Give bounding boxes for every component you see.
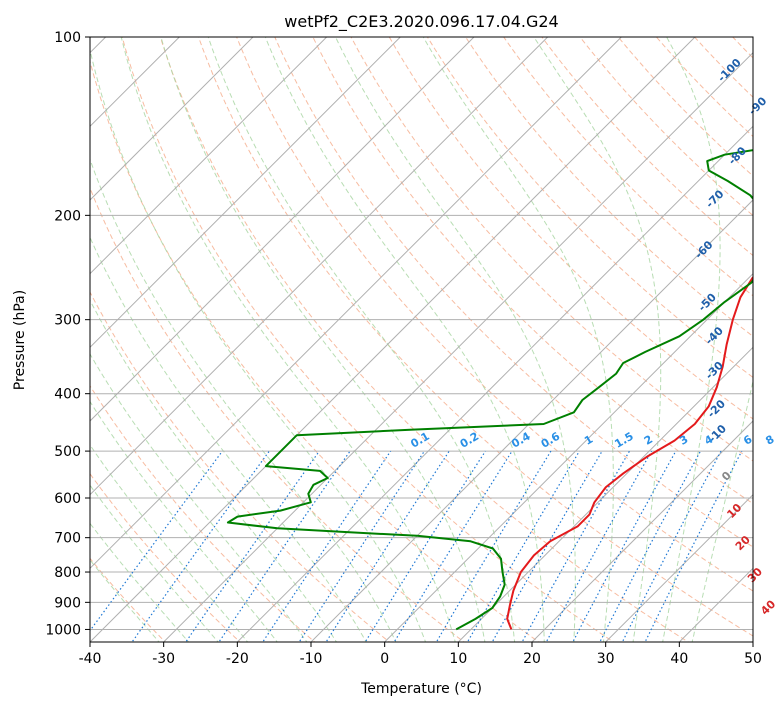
isotherm-line xyxy=(310,199,753,642)
dry-adiabat-line xyxy=(426,37,753,379)
moist-adiabat-line xyxy=(90,353,308,642)
y-tick-label: 1000 xyxy=(45,622,81,638)
isotherm-line xyxy=(163,51,753,642)
y-axis-label: Pressure (hPa) xyxy=(12,290,28,390)
isotherm-line xyxy=(531,420,753,642)
mixing-ratio-line xyxy=(185,450,320,642)
y-tick-label: 600 xyxy=(54,491,81,507)
x-axis-label: Temperature (°C) xyxy=(360,681,482,697)
mixing-ratio-line xyxy=(262,450,392,642)
y-tick-label: 500 xyxy=(54,444,81,460)
sounding-series xyxy=(226,149,753,631)
mixing-ratio-line xyxy=(393,450,513,642)
x-tick-label: 10 xyxy=(449,651,467,667)
isotherm-line xyxy=(90,37,696,642)
isotherm-line xyxy=(90,37,254,201)
mixing-ratio-line xyxy=(298,450,425,642)
y-tick-label: 100 xyxy=(54,30,81,46)
dewpoint-line xyxy=(226,149,753,631)
x-tick-label: -20 xyxy=(226,651,249,667)
dry-adiabat-line xyxy=(197,37,753,637)
mixing-ratio-line xyxy=(90,450,223,632)
moist-adiabat-line xyxy=(90,158,397,642)
mixing-ratio-line xyxy=(218,450,351,642)
x-tick-label: 20 xyxy=(523,651,541,667)
isotherm-line xyxy=(236,125,753,642)
y-axis-ticks: 100 200 300 400 500 600 700 800 900 1000 xyxy=(45,30,90,638)
y-tick-label: 700 xyxy=(54,531,81,547)
x-tick-label: -10 xyxy=(300,651,323,667)
x-tick-label: 30 xyxy=(597,651,615,667)
mixing-ratio-line xyxy=(572,450,677,642)
isotherm-line xyxy=(90,37,622,570)
isotherm-line xyxy=(90,37,328,275)
y-tick-label: 400 xyxy=(54,387,81,403)
y-tick-label: 900 xyxy=(54,595,81,611)
isotherm-line xyxy=(605,493,753,642)
mixing-ratio-line xyxy=(621,450,722,642)
y-tick-label: 300 xyxy=(54,313,81,329)
chart-title: wetPf2_C2E3.2020.096.17.04.G24 xyxy=(284,12,558,32)
dry-adiabat-line xyxy=(90,59,540,642)
y-tick-label: 800 xyxy=(54,565,81,581)
moist-adiabat-line xyxy=(90,400,278,642)
mixing-ratio-line xyxy=(325,450,450,642)
isotherm-line xyxy=(90,37,401,349)
x-axis-ticks: -40 -30 -20 -10 0 10 20 30 40 50 xyxy=(79,642,762,667)
plot-frame xyxy=(89,36,754,643)
moist-adiabat-line xyxy=(90,484,219,642)
dry-adiabat-line xyxy=(350,37,753,462)
x-tick-label: 40 xyxy=(670,651,688,667)
mixing-ratio-line xyxy=(364,450,486,642)
mixing-ratio-label: 8 xyxy=(763,433,775,448)
dry-adiabat-line xyxy=(312,37,753,505)
mixing-ratio-line xyxy=(466,450,580,642)
temperature-line xyxy=(506,276,753,630)
isotherm-line xyxy=(384,272,753,642)
dry-adiabat-line xyxy=(90,384,316,642)
x-tick-label: 50 xyxy=(744,651,762,667)
x-tick-label: -30 xyxy=(152,651,175,667)
isotherm-line xyxy=(457,346,753,642)
mixing-ratio-line xyxy=(131,450,270,642)
moist-adiabat-line xyxy=(90,47,427,642)
dry-adiabat-line xyxy=(465,37,753,338)
background-lines xyxy=(90,37,753,642)
mixing-ratio-line xyxy=(599,450,702,642)
isotherm-line xyxy=(90,37,475,422)
y-tick-label: 200 xyxy=(54,208,81,224)
x-tick-label: -40 xyxy=(79,651,102,667)
x-tick-label: 0 xyxy=(380,651,389,667)
isotherm-line xyxy=(90,37,549,496)
dry-adiabat-line xyxy=(274,37,753,548)
moist-adiabat-line xyxy=(90,444,249,642)
